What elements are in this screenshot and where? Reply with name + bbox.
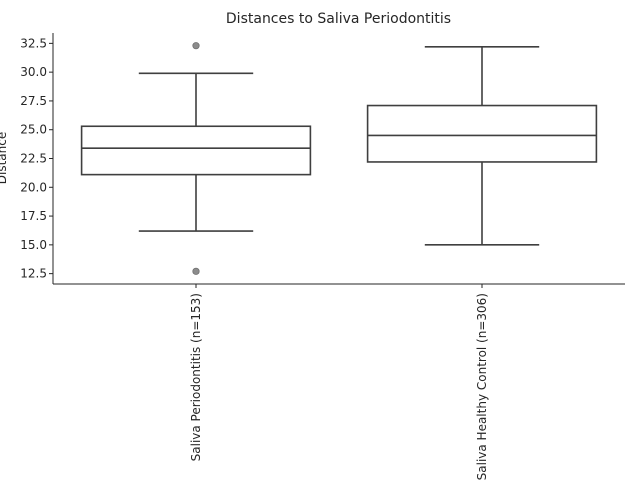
y-tick-label: 22.5	[20, 152, 47, 166]
box-iqr	[366, 104, 598, 163]
x-tick-label: Saliva Healthy Control (n=306)	[475, 293, 489, 480]
y-tick-label: 17.5	[20, 209, 47, 223]
y-tick-label: 27.5	[20, 94, 47, 108]
y-tick-label: 25.0	[20, 123, 47, 137]
plot-area: 12.5 15.0 17.5 20.0 22.5 25.0 27.5 30.0 32.5 Sali…	[20, 33, 625, 480]
y-tick-label: 15.0	[20, 238, 47, 252]
outlier-point	[192, 42, 200, 50]
y-tick-label: 32.5	[20, 36, 47, 50]
x-tick-label: Saliva Periodontitis (n=153)	[189, 293, 203, 461]
chart-title: Distances to Saliva Periodontitis	[226, 11, 451, 27]
y-tick-label: 12.5	[20, 267, 47, 281]
y-tick-label: 30.0	[20, 65, 47, 79]
y-tick-label: 20.0	[20, 180, 47, 194]
box-iqr	[80, 125, 312, 176]
outlier-point	[192, 267, 200, 275]
y-axis-label: Distance	[0, 132, 9, 184]
